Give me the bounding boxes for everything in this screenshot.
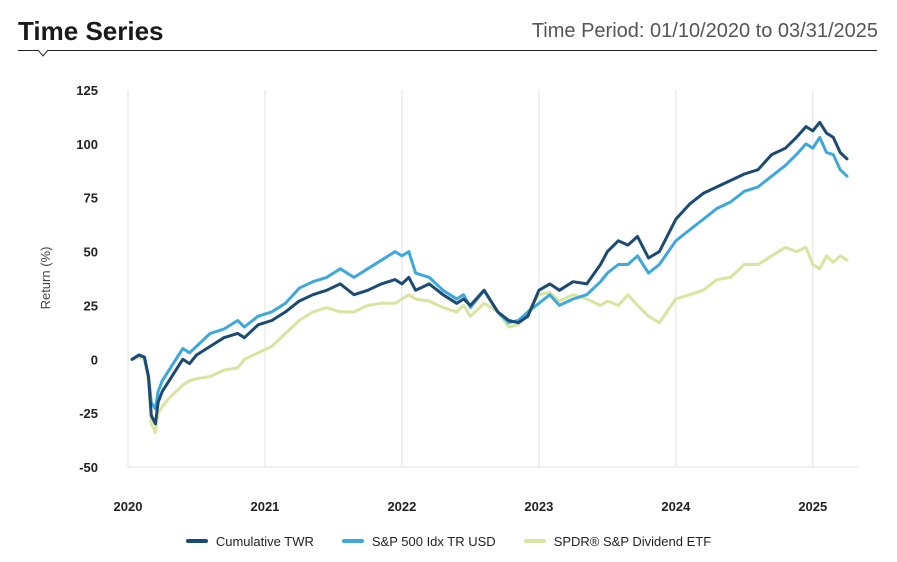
time-series-chart: 125 100 75 50 25 0 -25 -50 2020 2021 2022 2023 2024… (38, 83, 858, 514)
legend-item: SPDR® S&P Dividend ETF (523, 533, 712, 549)
legend-item: Cumulative TWR (185, 533, 314, 549)
x-tick-label: 2025 (798, 499, 827, 514)
x-tick-label: 2020 (114, 499, 143, 514)
chart-header: Time Series Time Period: 01/10/2020 to 0… (18, 12, 878, 52)
y-tick-label: 50 (84, 245, 98, 260)
x-axis: 2020 2021 2022 2023 2024 2025 (114, 499, 828, 514)
legend-label: S&P 500 Idx TR USD (371, 533, 496, 549)
series-lines (130, 120, 849, 434)
y-tick-label: 25 (84, 298, 98, 313)
y-tick-label: 75 (84, 191, 98, 206)
legend-item: S&P 500 Idx TR USD (341, 533, 496, 549)
chart-grid (127, 90, 858, 468)
series-line-2 (130, 245, 849, 434)
header-divider (18, 50, 877, 51)
y-tick-label: -25 (79, 406, 98, 421)
y-tick-label: 100 (76, 137, 98, 152)
time-period-label: Time Period: 01/10/2020 to 03/31/2025 (531, 20, 878, 42)
chart-legend: Cumulative TWR S&P 500 Idx TR USD SPDR® S&… (0, 531, 897, 549)
x-tick-label: 2021 (250, 499, 279, 514)
series-line-0 (130, 120, 849, 426)
legend-swatch (341, 539, 364, 543)
x-tick-label: 2023 (524, 499, 553, 514)
x-tick-label: 2024 (661, 499, 691, 514)
legend-label: SPDR® S&P Dividend ETF (553, 533, 712, 549)
x-tick-label: 2022 (387, 499, 416, 514)
y-axis-label: Return (%) (38, 247, 53, 310)
y-tick-label: 0 (91, 352, 98, 367)
legend-swatch (185, 539, 208, 543)
legend-label: Cumulative TWR (215, 533, 314, 549)
y-tick-label: 125 (76, 83, 98, 98)
chart-title: Time Series (18, 16, 164, 46)
legend-swatch (523, 539, 546, 543)
y-axis: 125 100 75 50 25 0 -25 -50 (76, 83, 98, 475)
y-tick-label: -50 (79, 460, 98, 475)
header-notch-icon (38, 50, 48, 57)
